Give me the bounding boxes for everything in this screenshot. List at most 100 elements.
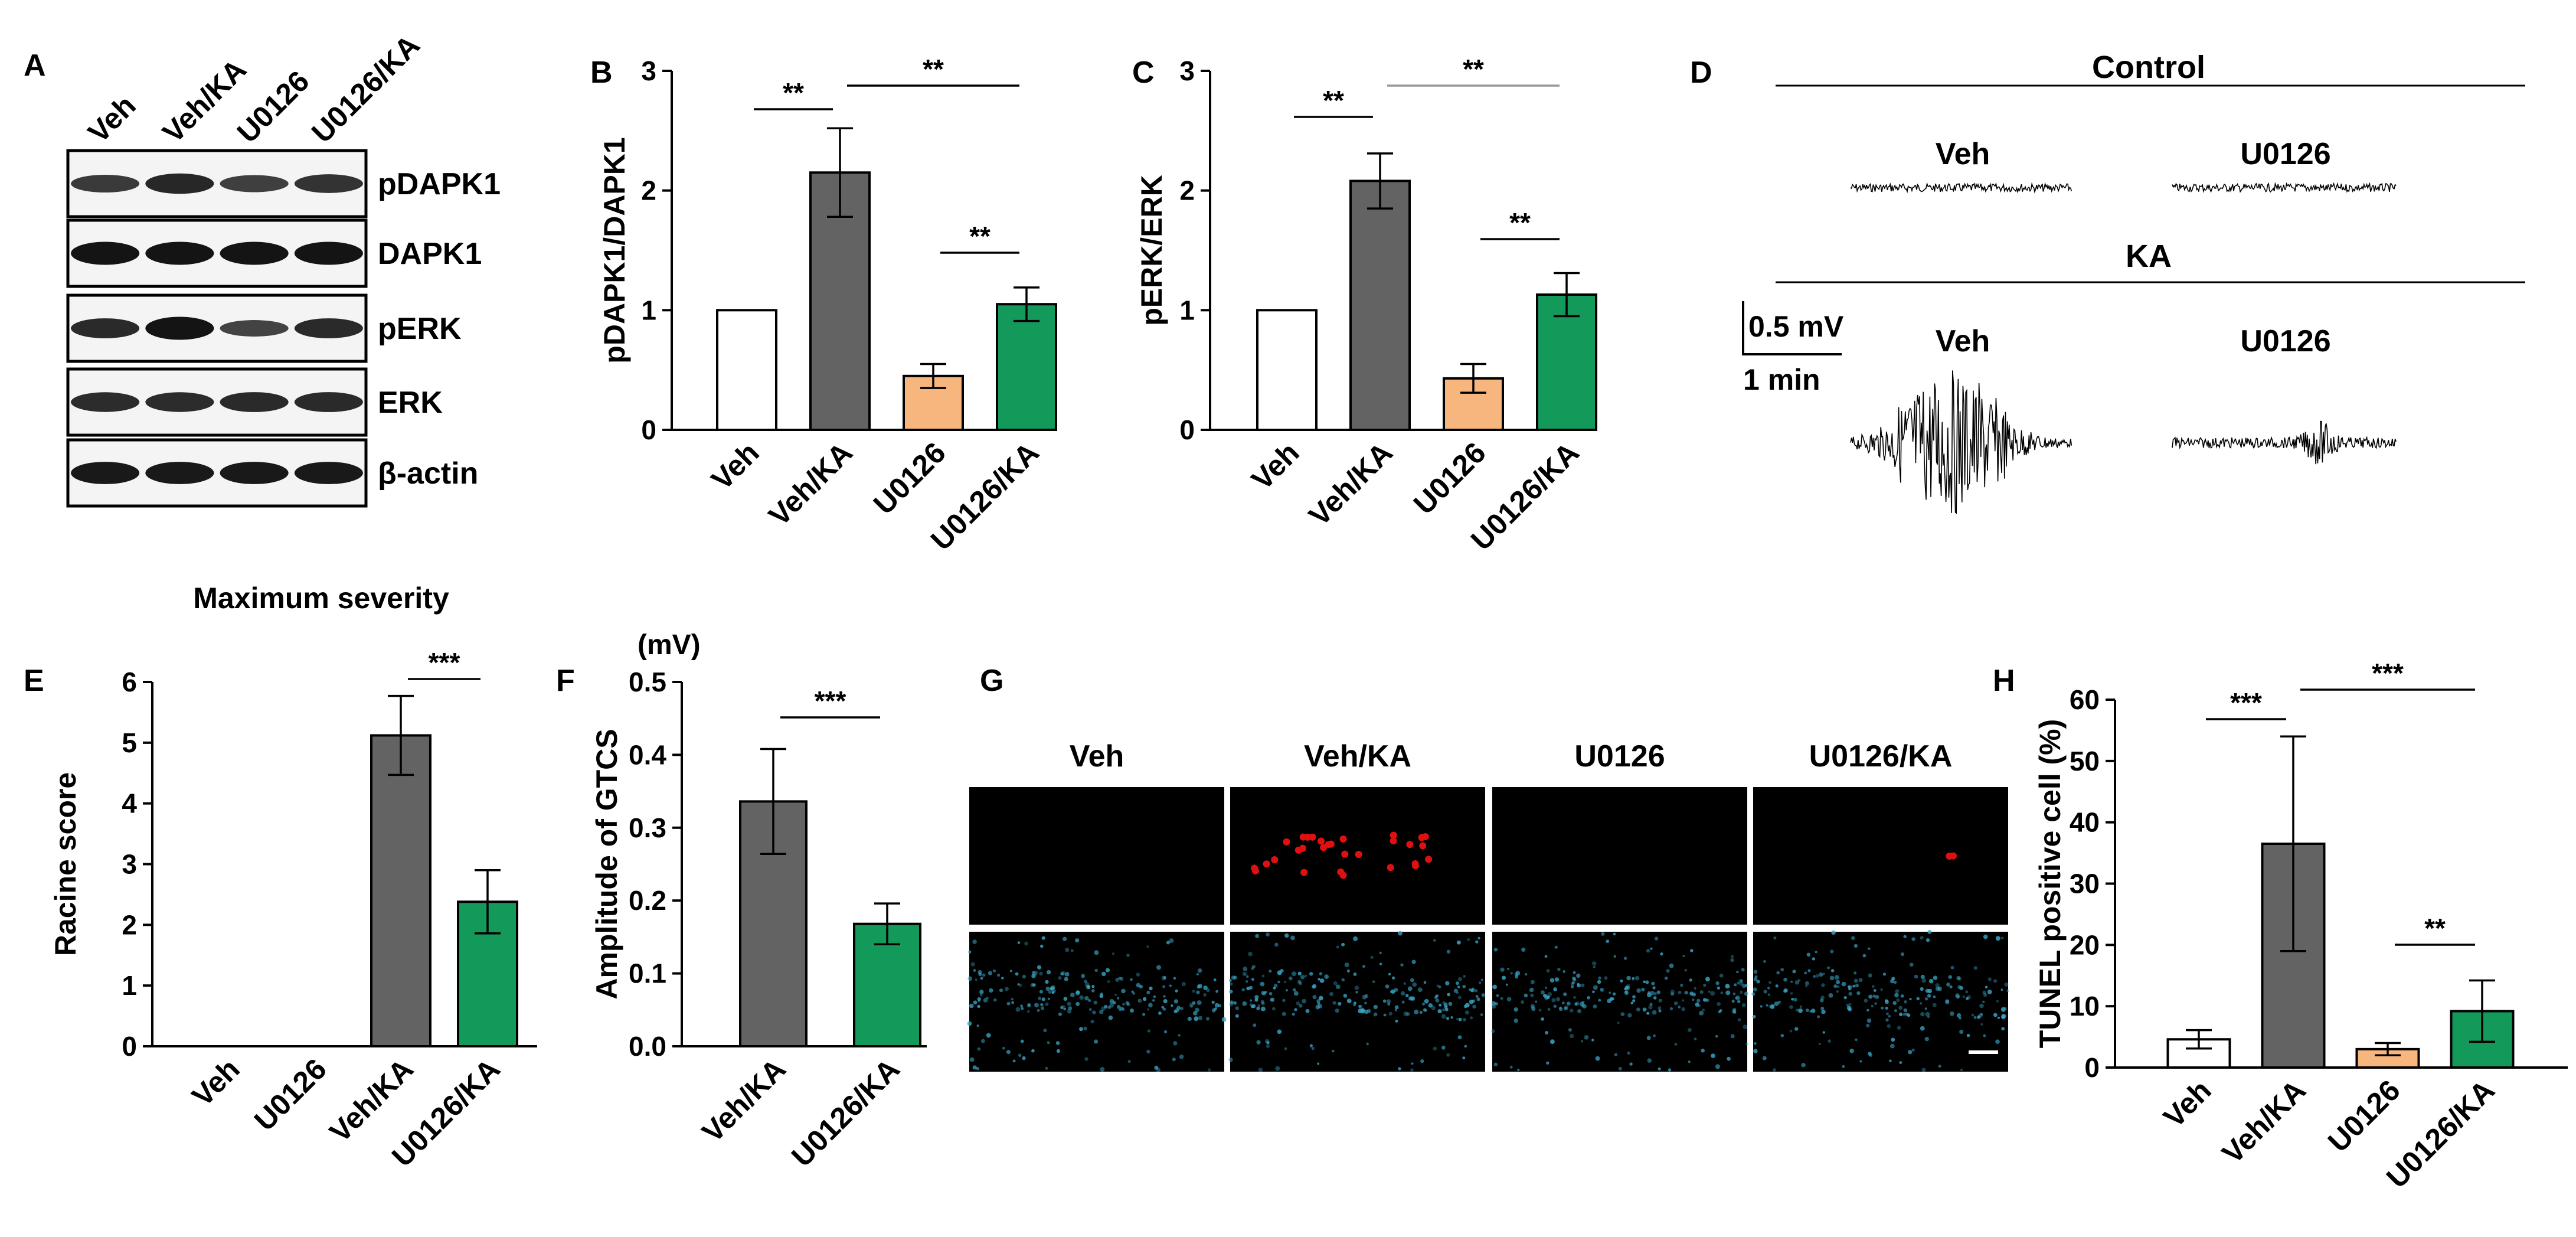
trace-label-veh-control: Veh	[1936, 137, 1990, 171]
svg-text:**: **	[2424, 913, 2446, 944]
y-tick-label: 2	[1179, 175, 1195, 206]
panel-letter-e: E	[24, 664, 44, 698]
panel-letter-b: B	[590, 56, 613, 90]
blot-label-actin: β-actin	[378, 456, 478, 491]
svg-text:**: **	[1463, 54, 1484, 84]
y-tick-label: 0.0	[629, 1031, 666, 1062]
eeg-traces	[1850, 182, 2397, 514]
error-bar-u0126-ka	[874, 902, 900, 945]
tunel-positive-cell	[1251, 864, 1258, 872]
svg-text:***: ***	[429, 647, 460, 678]
bar-veh	[1256, 309, 1318, 431]
dapi-image-u0126	[1492, 932, 1747, 1072]
tunel-positive-cell	[1309, 833, 1316, 841]
blot-lane-veh-ka: Veh/KA	[156, 53, 253, 149]
y-tick-label: 6	[122, 667, 137, 697]
y-axis-label: Amplitude of GTCS	[590, 729, 623, 999]
bar-veh	[716, 309, 777, 431]
error-bar-veh-ka	[827, 127, 853, 218]
y-tick-label: 30	[2070, 869, 2100, 899]
x-tick-label-u0126: U0126	[248, 1052, 333, 1137]
trace-label-u0126-ka: U0126	[2240, 324, 2330, 358]
blot-band	[294, 318, 363, 338]
blot-lane-u0126-ka: U0126/KA	[305, 28, 426, 149]
chart-e-racine-score: 0 1 2 3 4 5 6 Racine score Maximum severity Veh U0…	[49, 582, 537, 1173]
significance-bracket: ***	[2300, 658, 2475, 691]
significance-bracket: **	[847, 54, 1019, 87]
dapi-nuclei	[1228, 931, 1485, 1072]
error-bar-u0126-ka	[1554, 272, 1580, 318]
tunel-positive-cell	[1304, 833, 1312, 841]
bar-veh-ka	[370, 734, 431, 1047]
svg-text:***: ***	[2372, 658, 2404, 688]
x-tick-label-veh-ka: Veh/KA	[1302, 436, 1398, 532]
panel-letter-a: A	[24, 48, 46, 83]
y-tick-label: 0.4	[629, 739, 666, 770]
tunel-positive-cell	[1341, 850, 1349, 858]
control-label: Control	[2092, 50, 2205, 85]
blot-band	[71, 318, 140, 338]
panel-letter-d: D	[1690, 56, 1712, 90]
bar-u0126-ka	[996, 303, 1057, 432]
tunel-image-veh	[969, 787, 1224, 925]
micrograph-label-u0126-ka: U0126/KA	[1809, 739, 1953, 773]
y-tick-label: 60	[2070, 684, 2100, 715]
x-tick-label-u0126: U0126	[1407, 436, 1492, 521]
y-tick-label: 0	[1179, 414, 1195, 445]
significance-bracket: ***	[2206, 687, 2286, 720]
panel-letter-h: H	[1993, 664, 2015, 698]
y-axis-label: Racine score	[49, 772, 82, 956]
chart-title: Maximum severity	[193, 582, 449, 615]
blot-band	[220, 241, 289, 265]
svg-text:**: **	[1509, 207, 1531, 238]
error-bar-u0126-ka	[475, 869, 501, 935]
y-tick-label: 40	[2070, 807, 2100, 838]
tunel-positive-cell	[1300, 869, 1308, 876]
blot-band	[220, 392, 289, 412]
x-tick-label-veh: Veh	[2157, 1073, 2217, 1134]
svg-text:**: **	[783, 77, 804, 108]
y-tick-label: 0.5	[629, 667, 666, 697]
svg-text:**: **	[1323, 85, 1344, 116]
tunel-positive-cell	[1419, 842, 1427, 850]
y-tick-label: 3	[122, 849, 137, 880]
error-bar-u0126	[920, 363, 946, 389]
tunel-positive-cell	[1355, 851, 1362, 859]
x-tick-label-veh-ka: Veh/KA	[762, 436, 858, 532]
y-tick-label: 0	[122, 1031, 137, 1062]
blot-band	[294, 174, 363, 193]
eeg-trace-u0126-control	[2172, 182, 2397, 194]
scale-bar	[1742, 301, 1842, 355]
y-axis-label: pERK/ERK	[1135, 175, 1168, 326]
blot-label-dapk1: DAPK1	[378, 237, 482, 271]
significance-bracket: **	[754, 77, 833, 110]
blot-band	[71, 392, 140, 412]
y-tick-label: 50	[2070, 746, 2100, 776]
y-tick-label: 0	[641, 414, 656, 445]
y-tick-label: 2	[641, 175, 656, 206]
y-tick-label: 3	[641, 56, 656, 86]
blot-label-erk: ERK	[378, 386, 443, 420]
svg-text:***: ***	[2230, 687, 2262, 718]
blot-band	[71, 174, 140, 193]
scale-bar-time: 1 min	[1743, 363, 1820, 396]
blot-lane-veh: Veh	[81, 89, 142, 149]
svg-text:**: **	[969, 221, 990, 252]
dapi-image-veh-ka	[1230, 932, 1485, 1072]
tunel-positive-cell	[1283, 838, 1290, 846]
blot-band	[294, 462, 363, 484]
blot-band	[145, 392, 214, 412]
x-tick-label-veh: Veh	[185, 1052, 246, 1112]
micrograph-label-veh: Veh	[1070, 739, 1124, 773]
blot-band	[145, 173, 214, 194]
y-tick-label: 10	[2070, 991, 2100, 1021]
blot-band	[145, 316, 214, 340]
y-tick-label: 3	[1179, 56, 1195, 86]
significance-bracket: **	[1480, 207, 1560, 240]
error-bar-u0126	[2375, 1042, 2401, 1056]
x-tick-label-u0126: U0126	[2322, 1073, 2407, 1158]
x-tick-label-u0126: U0126	[867, 436, 952, 521]
